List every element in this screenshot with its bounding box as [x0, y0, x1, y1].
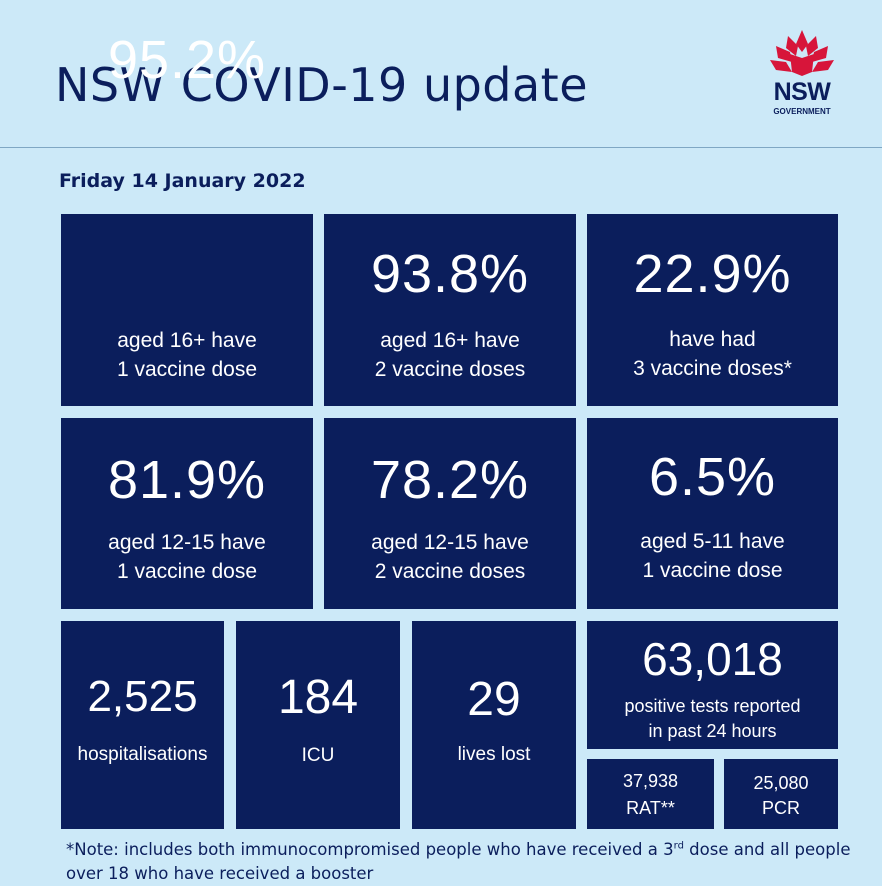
stat-caption: aged 5-11 have 1 vaccine dose [640, 530, 785, 582]
stat-tile-5-11-1-dose: 6.5% aged 5-11 have 1 vaccine dose [587, 418, 838, 609]
waratah-icon [770, 30, 834, 76]
stat-tile-3-doses: 22.9% have had 3 vaccine doses* [587, 214, 838, 406]
stat-value: 2,525 [87, 672, 198, 721]
stat-value: 81.9% [107, 450, 267, 510]
stat-tile-12-15-1-dose: 81.9% aged 12-15 have 1 vaccine dose [61, 418, 313, 609]
stat-caption: PCR [761, 798, 800, 818]
stat-caption: have had 3 vaccine doses* [633, 328, 792, 380]
stat-caption: RAT** [626, 798, 675, 818]
stat-caption: aged 16+ have 1 vaccine dose [116, 329, 258, 381]
footnote-prefix: *Note: includes both immunocompromised p… [66, 840, 674, 859]
stat-caption: lives lost [457, 744, 531, 765]
stat-caption: ICU [301, 745, 335, 766]
stat-tile-pcr: 25,080 PCR [724, 759, 838, 829]
stat-tile-icu: 184 ICU [236, 621, 400, 829]
stat-tile-positive-tests: 63,018 positive tests reported in past 2… [587, 621, 838, 749]
stat-caption: hospitalisations [77, 744, 208, 765]
stat-tile-hospitalisations: 2,525 hospitalisations [61, 621, 224, 829]
logo-wordmark: NSW [773, 78, 831, 106]
stat-value: 95.2% [107, 30, 267, 90]
stat-value: 22.9% [633, 244, 792, 304]
stat-tile-12-15-2-doses: 78.2% aged 12-15 have 2 vaccine doses [324, 418, 576, 609]
stat-caption: aged 12-15 have 2 vaccine doses [371, 531, 529, 583]
page-title: NSW COVID-19 update [55, 58, 589, 112]
header-divider [0, 147, 882, 148]
stat-caption: aged 16+ have 2 vaccine doses [374, 329, 526, 381]
footnote-superscript: rd [673, 840, 684, 852]
stat-tile-16plus-1-dose: 95.2% aged 16+ have 1 vaccine dose [61, 31, 313, 406]
stat-tile-16plus-2-doses: 93.8% aged 16+ have 2 vaccine doses [324, 214, 576, 406]
stat-value: 29 [467, 673, 521, 726]
stat-value: 25,080 [753, 773, 809, 793]
stat-value: 184 [277, 671, 359, 724]
nsw-government-logo: NSW GOVERNMENT [752, 28, 852, 128]
stat-value: 93.8% [370, 244, 530, 304]
stat-value: 37,938 [622, 771, 679, 791]
footnote-suffix: dose and all people over 18 who have rec… [66, 840, 851, 883]
stat-tile-rat: 37,938 RAT** [587, 759, 714, 829]
stat-caption: aged 12-15 have 1 vaccine dose [108, 531, 266, 583]
stat-tile-lives-lost: 29 lives lost [412, 621, 576, 829]
stat-value: 6.5% [648, 447, 777, 507]
stat-caption: positive tests reported in past 24 hours [624, 696, 801, 741]
stat-value: 78.2% [370, 450, 530, 510]
stat-value: 63,018 [642, 633, 783, 685]
logo-subtext: GOVERNMENT [773, 107, 831, 116]
footnote: *Note: includes both immunocompromised p… [66, 838, 866, 886]
report-date: Friday 14 January 2022 [59, 170, 306, 192]
